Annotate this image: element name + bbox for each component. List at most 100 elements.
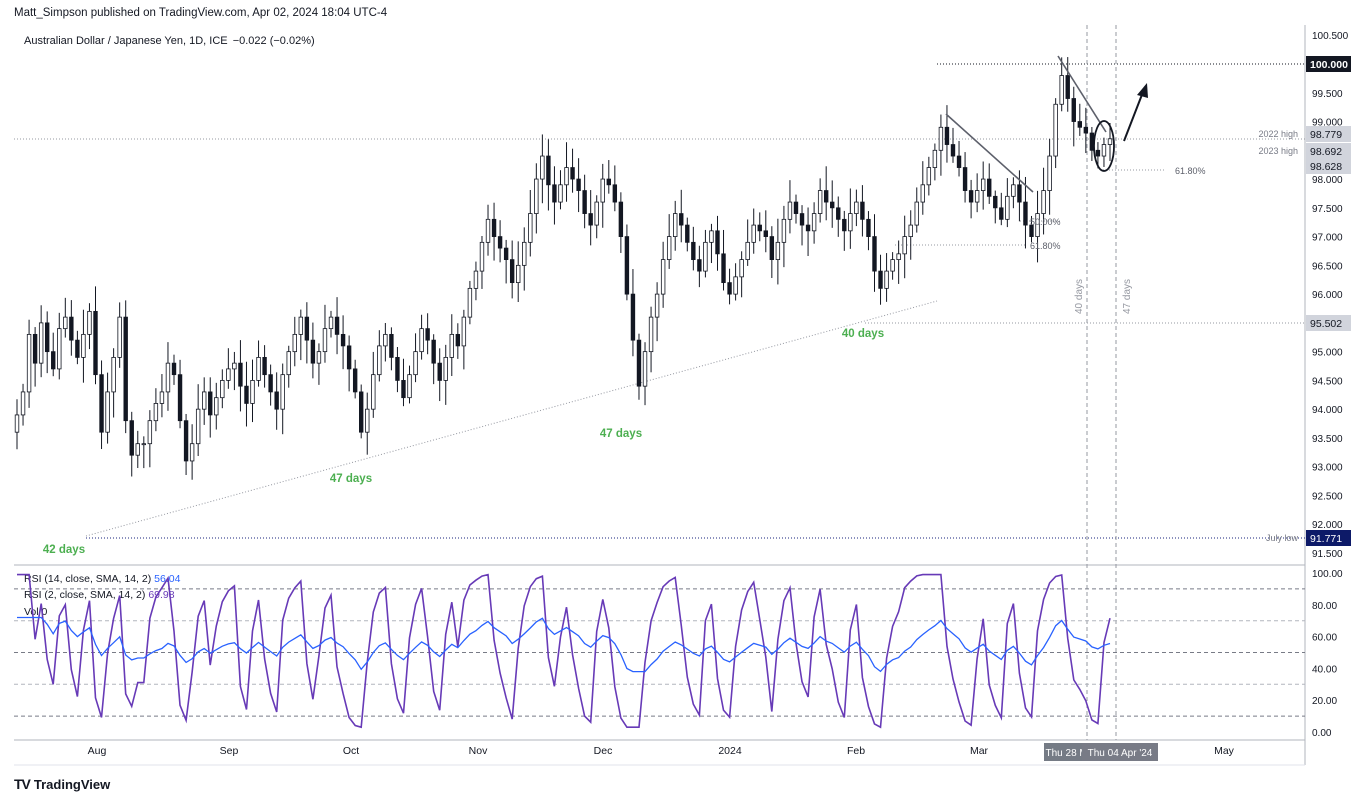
candle-body (171, 362, 177, 376)
candle-body (195, 408, 201, 445)
candle-body (600, 178, 605, 203)
candle-body (1023, 201, 1028, 226)
candle-body (854, 201, 859, 214)
candle-body (673, 213, 678, 237)
support-trendline (85, 300, 938, 537)
candle-body (1095, 149, 1101, 157)
candle-body (395, 356, 400, 381)
price-tag-value: 91.771 (1310, 533, 1342, 545)
candle-body (1017, 184, 1022, 203)
candle-body (576, 178, 581, 191)
candle-body (902, 236, 907, 255)
candle-body (383, 333, 388, 347)
rsi-tick-label: 80.00 (1312, 601, 1337, 612)
candle-body (594, 201, 599, 226)
candle-body (38, 322, 44, 364)
vertical-label-40: 40 days (1074, 279, 1085, 314)
candle-body (1029, 224, 1034, 237)
candle-body (75, 339, 80, 358)
candle-body (811, 213, 817, 232)
candle-body (878, 270, 883, 289)
price-change: −0.022 (−0.02%) (232, 35, 315, 47)
price-tag-value: 98.692 (1310, 146, 1342, 158)
candle-body (147, 420, 153, 445)
candle-body (238, 362, 243, 387)
candle-body (842, 218, 847, 232)
candle-body (866, 218, 871, 237)
price-tag-label: July low (1266, 533, 1299, 543)
candle-body (431, 339, 436, 364)
chart-legend: Australian Dollar / Japanese Yen, 1D, IC… (24, 35, 317, 47)
candle-body (540, 155, 545, 180)
candle-body (57, 328, 62, 370)
candle-body (304, 316, 310, 341)
candle-body (654, 293, 660, 318)
candle-body (44, 322, 50, 353)
fib-618-label: 61.80% (1030, 241, 1061, 251)
candle-body (461, 316, 467, 347)
candle-body (962, 167, 968, 191)
candle-body (177, 374, 183, 422)
candle-body (419, 328, 424, 353)
rsi-tick-label: 20.00 (1312, 696, 1337, 707)
volume-legend[interactable]: Vol 0 (24, 606, 47, 618)
candle-body (129, 420, 134, 456)
candle-body (1107, 138, 1113, 145)
candle-body (497, 236, 503, 249)
price-tick-label: 96.000 (1312, 290, 1343, 301)
candle-body (938, 126, 944, 151)
cycle-label: 42 days (43, 544, 85, 556)
price-tick-label: 91.500 (1312, 549, 1343, 560)
candle-body (105, 391, 110, 433)
candle-body (1071, 98, 1076, 122)
candle-body (733, 276, 738, 295)
candle-body (165, 362, 171, 393)
candle-body (660, 259, 666, 295)
candle-body (32, 333, 38, 364)
price-tag-value: 100.000 (1310, 59, 1348, 71)
price-tag-bg (1306, 143, 1351, 159)
candle-body (546, 155, 551, 186)
candle-body (87, 310, 92, 335)
price-tag-value: 98.628 (1310, 161, 1342, 173)
candle-body (401, 380, 406, 399)
time-axis-label: Dec (594, 745, 613, 757)
candle-body (836, 207, 841, 220)
candle-body (516, 264, 521, 284)
tradingview-footer[interactable]: TV TradingView (14, 776, 110, 792)
price-tag-value: 95.502 (1310, 318, 1342, 330)
candle-body (636, 339, 642, 387)
rsi-tick-label: 40.00 (1312, 664, 1337, 675)
candle-body (642, 351, 648, 387)
candle-body (365, 408, 370, 433)
symbol-title[interactable]: Australian Dollar / Japanese Yen, 1D, IC… (24, 35, 228, 47)
rsi-tick-label: 0.00 (1312, 728, 1332, 739)
candle-body (286, 351, 291, 376)
candle-body (183, 420, 189, 462)
candle-body (123, 316, 128, 422)
candle-body (250, 380, 255, 404)
candle-body (26, 333, 32, 393)
price-tick-label: 95.000 (1312, 348, 1343, 359)
cursor-date-bg-2 (1082, 743, 1158, 761)
candle-body (793, 201, 799, 214)
candle-body (334, 316, 340, 335)
candle-body (214, 397, 219, 416)
candle-body (99, 374, 104, 433)
candle-body (455, 333, 461, 347)
candle-body (896, 253, 901, 261)
candle-body (1035, 213, 1040, 237)
price-tick-label: 92.500 (1312, 491, 1343, 502)
price-tick-label: 99.500 (1312, 89, 1343, 100)
candle-body (769, 236, 775, 261)
candle-body (618, 201, 624, 237)
candle-body (467, 287, 473, 318)
vol-label: Vol (24, 606, 39, 618)
candles (14, 57, 1113, 480)
candle-body (727, 282, 732, 295)
price-tick-label: 93.500 (1312, 434, 1343, 445)
candle-body (787, 201, 793, 220)
candle-body (509, 259, 515, 284)
candle-body (950, 144, 956, 157)
